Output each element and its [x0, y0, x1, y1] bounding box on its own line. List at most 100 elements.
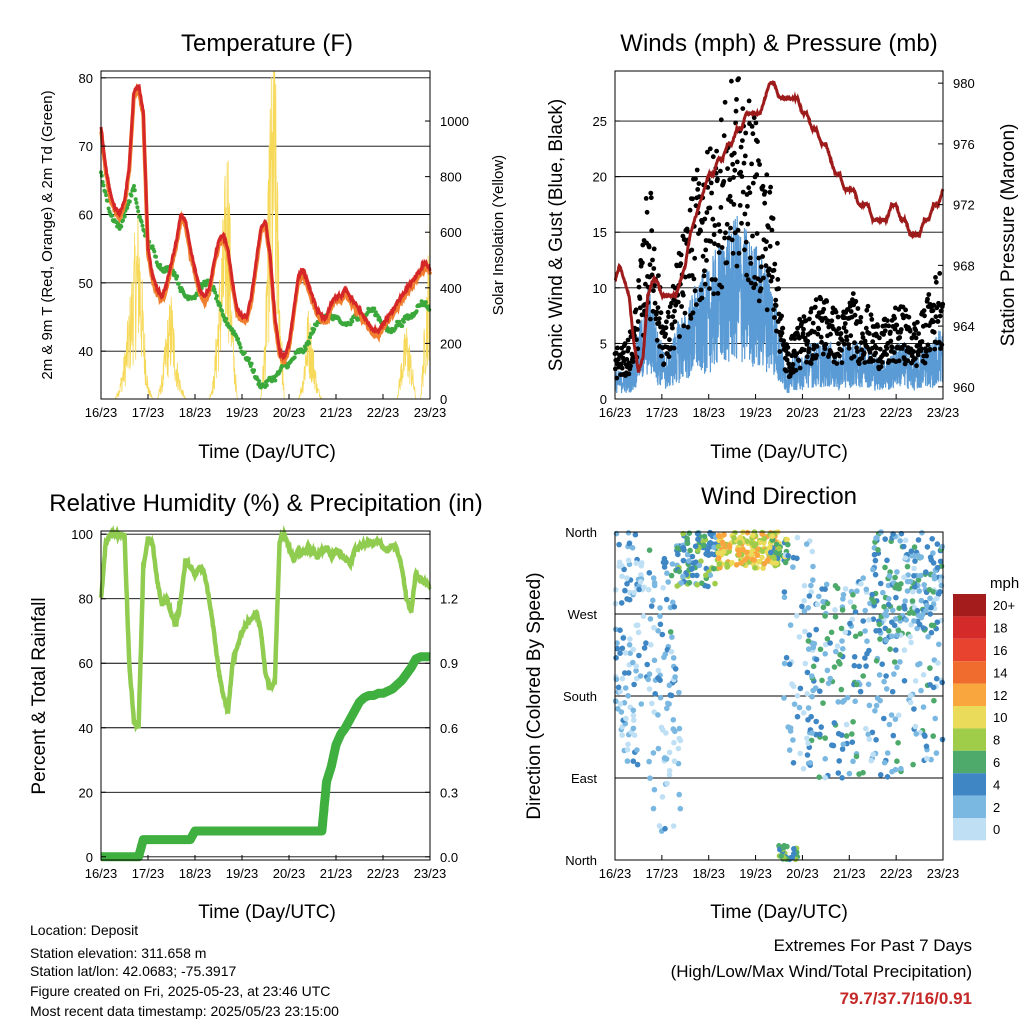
direction-point — [658, 724, 665, 731]
gust-point — [635, 327, 640, 332]
direction-point — [892, 574, 898, 581]
gust-point — [690, 196, 695, 202]
direction-point — [766, 544, 773, 551]
gust-point — [768, 184, 773, 190]
gust-point — [909, 335, 915, 341]
direction-point — [914, 625, 920, 632]
direction-point — [895, 712, 902, 718]
gust-point — [709, 190, 714, 196]
direction-point — [924, 755, 930, 762]
gust-point — [927, 346, 933, 352]
direction-point — [883, 686, 890, 692]
gust-point — [719, 284, 725, 290]
direction-point — [650, 750, 657, 756]
gust-point — [751, 115, 757, 121]
gust-point — [654, 309, 660, 315]
gust-point — [789, 353, 795, 359]
gust-point — [682, 310, 688, 316]
x-tick-label: 18/23 — [692, 866, 725, 881]
direction-point — [655, 628, 661, 634]
dewpoint-point — [99, 173, 104, 178]
direction-point — [800, 765, 807, 772]
direction-point — [670, 726, 677, 732]
gust-point — [749, 161, 754, 167]
direction-point — [834, 643, 841, 649]
direction-point — [849, 616, 855, 623]
gust-point — [862, 360, 868, 365]
direction-point — [680, 573, 686, 580]
direction-point — [633, 560, 640, 566]
direction-point — [822, 641, 829, 648]
gust-point — [750, 131, 756, 137]
direction-point — [809, 548, 816, 555]
gust-point — [652, 282, 657, 288]
direction-point — [832, 614, 839, 620]
direction-point — [668, 572, 675, 579]
direction-point — [754, 552, 761, 559]
y2-tick-label: 980 — [953, 76, 975, 91]
gust-point — [823, 341, 829, 347]
gust-point — [931, 319, 936, 325]
gust-point — [885, 318, 890, 323]
gust-point — [723, 230, 728, 236]
speed-legend: 20+ 18 16 14 12 10 8 6 4 2 0 — [953, 594, 1015, 841]
dewpoint-point — [264, 383, 269, 388]
gust-point — [896, 358, 902, 364]
direction-point — [891, 671, 897, 677]
direction-point — [655, 712, 661, 718]
direction-point — [831, 664, 838, 670]
gust-point — [860, 331, 865, 337]
rain-y2-ticks: 0.0 0.3 0.6 0.9 1.2 — [425, 592, 458, 865]
direction-point — [865, 731, 871, 738]
direction-y-label: Direction (Colored By Speed) — [524, 572, 545, 819]
direction-point — [615, 684, 622, 691]
gust-point — [767, 189, 773, 195]
direction-point — [659, 794, 666, 800]
gust-point — [693, 176, 698, 182]
y-tick-label: 60 — [79, 656, 93, 671]
gust-point — [877, 335, 882, 341]
gust-point — [705, 149, 710, 155]
x-tick-label: 19/23 — [739, 405, 772, 420]
direction-point — [902, 537, 909, 544]
direction-point — [624, 746, 631, 753]
gust-point — [783, 368, 789, 374]
direction-point — [923, 569, 929, 575]
direction-point — [919, 530, 925, 536]
y2-tick-label: 0.0 — [440, 850, 458, 865]
direction-point — [676, 725, 683, 732]
legend-label: 6 — [993, 755, 1000, 770]
y-tick-label: 20 — [79, 785, 93, 800]
direction-point — [651, 657, 658, 664]
direction-point — [923, 743, 930, 750]
gust-point — [771, 267, 777, 273]
y-tick-label: 40 — [79, 721, 93, 736]
direction-point — [657, 621, 664, 628]
direction-point — [666, 772, 673, 778]
dewpoint-point — [303, 347, 308, 351]
gust-point — [807, 316, 812, 322]
direction-point — [619, 645, 626, 652]
x-tick-label: 16/23 — [599, 405, 632, 420]
x-tick-label: 21/23 — [833, 405, 866, 420]
direction-point — [657, 694, 664, 701]
dewpoint-point — [312, 327, 317, 332]
direction-point — [864, 638, 870, 644]
pressure-line — [614, 80, 945, 373]
gust-point — [842, 321, 848, 326]
gust-point — [814, 353, 819, 358]
direction-point — [666, 749, 673, 756]
direction-point — [737, 540, 743, 546]
winds-y-ticks: 0 5 10 15 20 25 — [593, 114, 620, 407]
gust-point — [790, 362, 796, 367]
y-tick-label: North — [565, 853, 597, 868]
y2-tick-label: 1.2 — [440, 592, 458, 607]
direction-point — [907, 578, 914, 585]
gust-point — [914, 363, 919, 369]
direction-point — [808, 713, 814, 720]
direction-point — [902, 606, 908, 612]
humidity-marks — [97, 524, 434, 862]
direction-point — [689, 572, 696, 579]
direction-point — [918, 597, 925, 604]
gust-point — [881, 332, 886, 337]
